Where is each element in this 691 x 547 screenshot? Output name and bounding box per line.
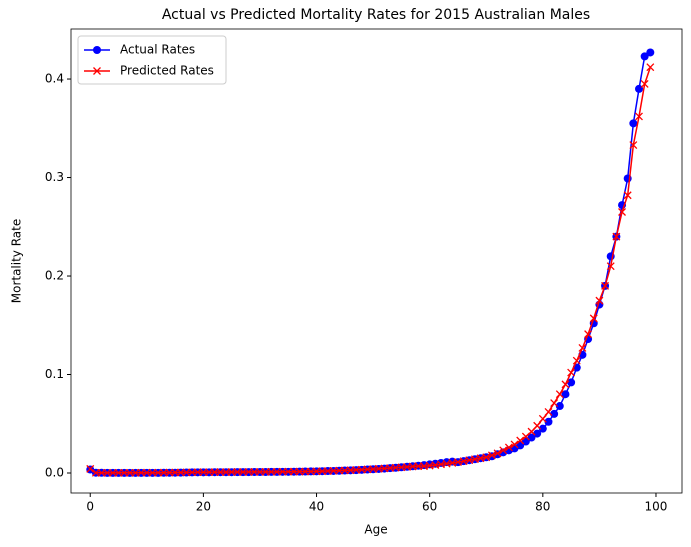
point bbox=[640, 79, 649, 88]
x-axis-label: Age bbox=[364, 523, 387, 537]
point bbox=[606, 262, 615, 271]
point bbox=[142, 468, 151, 477]
point bbox=[629, 119, 638, 128]
point bbox=[572, 356, 581, 365]
point bbox=[550, 409, 559, 418]
point bbox=[635, 112, 643, 121]
y-tick-label: 0.1 bbox=[45, 367, 64, 381]
point bbox=[533, 421, 542, 430]
point bbox=[216, 468, 225, 477]
point bbox=[504, 443, 513, 452]
point bbox=[233, 468, 242, 476]
x-tick-label: 0 bbox=[86, 500, 94, 514]
point bbox=[244, 467, 253, 476]
point bbox=[646, 48, 655, 57]
point bbox=[301, 467, 310, 476]
point bbox=[103, 468, 112, 477]
y-tick-label: 0.3 bbox=[45, 170, 64, 184]
point bbox=[487, 451, 496, 460]
point bbox=[193, 468, 202, 477]
y-tick-label: 0.4 bbox=[45, 72, 64, 86]
legend-box bbox=[77, 35, 227, 85]
point bbox=[612, 232, 621, 241]
point bbox=[538, 414, 547, 423]
point bbox=[250, 467, 259, 476]
y-tick-label: 0.0 bbox=[45, 466, 64, 480]
point bbox=[97, 468, 106, 477]
point bbox=[533, 429, 542, 438]
point bbox=[561, 380, 570, 389]
point bbox=[544, 407, 553, 416]
point bbox=[629, 141, 638, 149]
legend-label: Actual Rates bbox=[120, 43, 195, 57]
point bbox=[561, 390, 570, 399]
point bbox=[567, 378, 576, 387]
legend-marker bbox=[93, 67, 101, 75]
point bbox=[567, 368, 576, 377]
point bbox=[148, 468, 157, 477]
point bbox=[499, 446, 508, 455]
x-tick-label: 20 bbox=[196, 500, 211, 514]
point bbox=[261, 467, 270, 476]
point bbox=[210, 468, 219, 477]
x-tick-label: 60 bbox=[422, 500, 437, 514]
point bbox=[555, 390, 564, 399]
point bbox=[137, 468, 146, 477]
point bbox=[171, 468, 180, 477]
legend-label: Predicted Rates bbox=[120, 64, 214, 78]
x-tick-label: 100 bbox=[645, 500, 668, 514]
plot-frame bbox=[70, 28, 683, 494]
x-tick-label: 40 bbox=[309, 500, 324, 514]
point bbox=[227, 468, 236, 476]
point bbox=[589, 314, 598, 323]
point bbox=[601, 281, 610, 290]
point bbox=[493, 449, 502, 458]
point bbox=[578, 343, 587, 352]
point bbox=[584, 330, 593, 339]
point bbox=[640, 52, 649, 61]
y-tick-label: 0.2 bbox=[45, 269, 64, 283]
point bbox=[120, 468, 129, 477]
point bbox=[544, 417, 553, 426]
point bbox=[267, 467, 276, 476]
point bbox=[125, 468, 134, 477]
point bbox=[555, 402, 564, 411]
series-line bbox=[89, 66, 652, 474]
y-axis-label: Mortality Rate bbox=[10, 219, 24, 304]
legend-marker bbox=[93, 46, 101, 54]
point bbox=[289, 467, 298, 476]
chart-title: Actual vs Predicted Mortality Rates for … bbox=[162, 7, 590, 23]
point bbox=[86, 464, 95, 473]
point bbox=[618, 208, 626, 216]
point bbox=[414, 462, 423, 471]
point bbox=[538, 424, 547, 433]
point bbox=[108, 468, 117, 477]
point bbox=[646, 63, 655, 72]
point bbox=[114, 468, 123, 477]
x-tick-label: 80 bbox=[535, 500, 550, 514]
point bbox=[482, 453, 491, 462]
point bbox=[510, 440, 519, 449]
point bbox=[516, 436, 525, 445]
point bbox=[595, 296, 604, 305]
point bbox=[199, 468, 208, 477]
point bbox=[550, 399, 559, 408]
point bbox=[623, 191, 632, 200]
point bbox=[159, 468, 168, 477]
point bbox=[278, 467, 287, 476]
point bbox=[91, 468, 100, 477]
